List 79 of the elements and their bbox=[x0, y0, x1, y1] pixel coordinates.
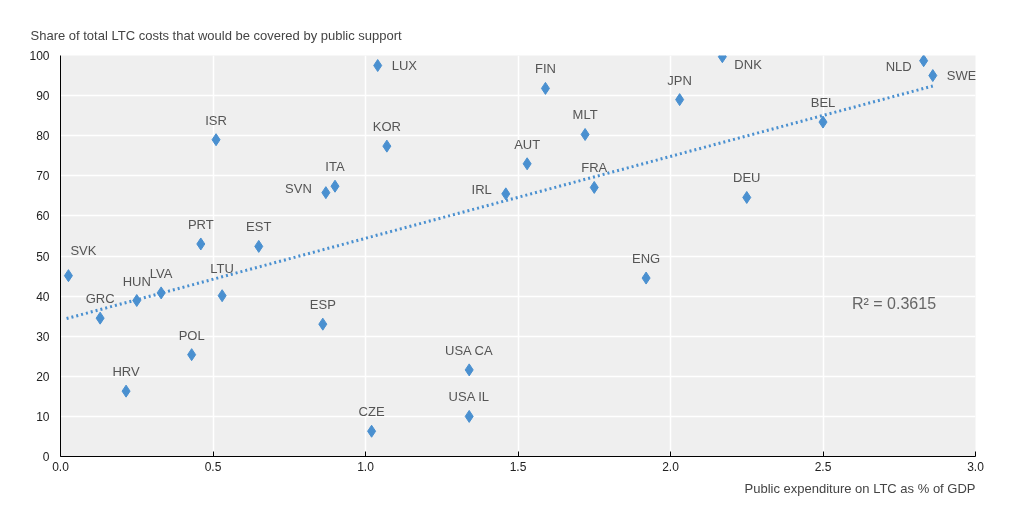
annotation: JPN bbox=[667, 72, 692, 88]
point bbox=[211, 133, 221, 147]
x-tick-label: 1.0 bbox=[357, 459, 375, 474]
point bbox=[501, 187, 511, 201]
annotation: GRC bbox=[85, 291, 115, 307]
point bbox=[522, 157, 532, 171]
point bbox=[928, 69, 938, 83]
annotation: LUX bbox=[391, 58, 418, 74]
point bbox=[464, 409, 474, 423]
point bbox=[318, 317, 328, 331]
point bbox=[63, 269, 73, 283]
point bbox=[818, 115, 828, 129]
y-tick-label: 70 bbox=[36, 169, 50, 184]
x-axis-title: Public expenditure on LTC as % of GDP bbox=[744, 480, 976, 496]
y-tick-label: 20 bbox=[36, 369, 50, 384]
point bbox=[373, 59, 383, 73]
y-tick-label: 90 bbox=[36, 89, 50, 104]
point bbox=[132, 294, 142, 308]
annotation: ISR bbox=[205, 112, 227, 128]
annotation: ENG bbox=[632, 251, 661, 267]
annotation: POL bbox=[178, 327, 205, 343]
point bbox=[589, 180, 599, 194]
x-tick-label: 2.0 bbox=[662, 459, 680, 474]
point bbox=[321, 186, 331, 200]
annotation: NLD bbox=[885, 59, 912, 75]
annotation: AUT bbox=[514, 136, 541, 152]
point bbox=[742, 190, 752, 204]
point bbox=[121, 384, 131, 398]
point bbox=[95, 311, 105, 325]
annotation: BEL bbox=[810, 95, 836, 111]
point bbox=[540, 81, 550, 95]
annotation: SWE bbox=[946, 68, 977, 84]
annotation: LTU bbox=[210, 260, 234, 276]
point bbox=[254, 239, 264, 253]
y-tick-label: 40 bbox=[36, 289, 50, 304]
annotation: FRA bbox=[581, 160, 608, 176]
annotation: SVK bbox=[70, 242, 97, 258]
annotation: KOR bbox=[372, 119, 401, 135]
x-tick-label: 0.5 bbox=[204, 459, 222, 474]
y-tick-label: 10 bbox=[36, 409, 50, 424]
annotation: USA IL bbox=[448, 389, 490, 405]
annotation: PRT bbox=[187, 216, 214, 232]
y-tick-label: 80 bbox=[36, 129, 50, 144]
point bbox=[187, 348, 197, 362]
annotation: LVA bbox=[149, 265, 173, 281]
point bbox=[919, 55, 929, 68]
point bbox=[464, 363, 474, 377]
y-axis-title: Share of total LTC costs that would be covered by public support bbox=[30, 28, 403, 43]
x-tick-label: 3.0 bbox=[967, 459, 985, 474]
annotation: ESP bbox=[309, 297, 336, 313]
point bbox=[196, 237, 206, 251]
y-tick-label: 50 bbox=[36, 249, 50, 264]
annotation: MLT bbox=[572, 107, 598, 123]
y-tick-label: 0 bbox=[42, 450, 50, 464]
point bbox=[330, 179, 340, 193]
x-tick-label: 2.5 bbox=[814, 459, 832, 474]
annotation: FIN bbox=[534, 61, 556, 77]
x-tick-label: 1.5 bbox=[509, 459, 527, 474]
point bbox=[217, 289, 227, 303]
annotation: USA CA bbox=[445, 342, 494, 358]
x-tick-label: 0.0 bbox=[52, 459, 70, 474]
annotation: HUN bbox=[122, 273, 151, 289]
annotation: CZE bbox=[358, 404, 385, 420]
annotation: HRV bbox=[112, 364, 141, 380]
annotation: ITA bbox=[325, 159, 345, 175]
annotation: EST bbox=[246, 219, 272, 235]
y-tick-label: 100 bbox=[29, 49, 50, 63]
annotation: DNK bbox=[734, 57, 763, 73]
point bbox=[580, 128, 590, 141]
point bbox=[641, 271, 651, 285]
annotation: R² = 0.3615 bbox=[851, 295, 937, 313]
annotation: IRL bbox=[471, 182, 492, 198]
annotation: DEU bbox=[733, 170, 761, 186]
y-tick-label: 30 bbox=[36, 329, 50, 344]
point bbox=[675, 93, 685, 107]
point bbox=[367, 424, 377, 438]
y-tick-label: 60 bbox=[36, 209, 50, 224]
point bbox=[382, 139, 392, 153]
annotation: SVN bbox=[285, 181, 312, 197]
